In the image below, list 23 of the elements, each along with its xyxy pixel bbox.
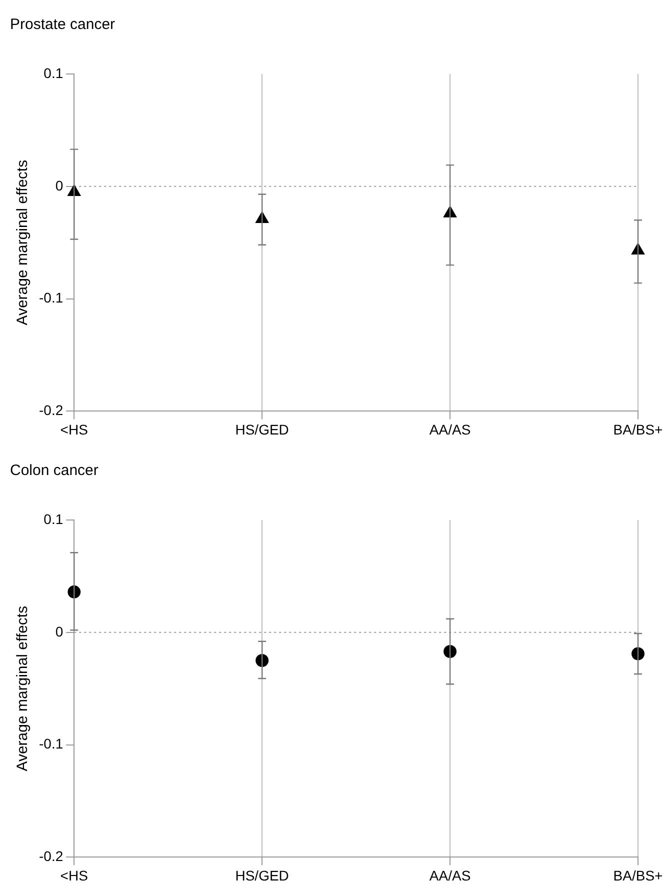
x-tick-label: <HS (60, 867, 88, 884)
point (444, 645, 457, 658)
x-tick-label: HS/GED (235, 421, 289, 438)
y-tick-label: -0.2 (39, 848, 64, 864)
y-tick-label: 0 (55, 177, 64, 194)
y-tick-label: -0.2 (39, 402, 64, 418)
y-tick-label: -0.1 (39, 290, 64, 306)
y-tick-label: 0 (55, 623, 64, 640)
y-axis-title: Average marginal effects (14, 606, 32, 772)
x-tick-label: AA/AS (429, 421, 471, 438)
x-tick-label: <HS (60, 421, 88, 438)
y-tick-label: -0.1 (39, 736, 64, 752)
x-tick-label: HS/GED (235, 867, 289, 884)
chart-title: Colon cancer (10, 462, 98, 480)
y-tick-label: 0.1 (44, 64, 64, 81)
x-tick-label: BA/BS+ (613, 421, 663, 438)
y-tick-label: 0.1 (44, 510, 64, 527)
x-tick-label: BA/BS+ (613, 867, 663, 884)
chart-title: Prostate cancer (10, 16, 116, 34)
y-axis-title: Average marginal effects (14, 160, 32, 326)
point (256, 654, 269, 667)
x-tick-label: AA/AS (429, 867, 471, 884)
point (632, 647, 644, 660)
